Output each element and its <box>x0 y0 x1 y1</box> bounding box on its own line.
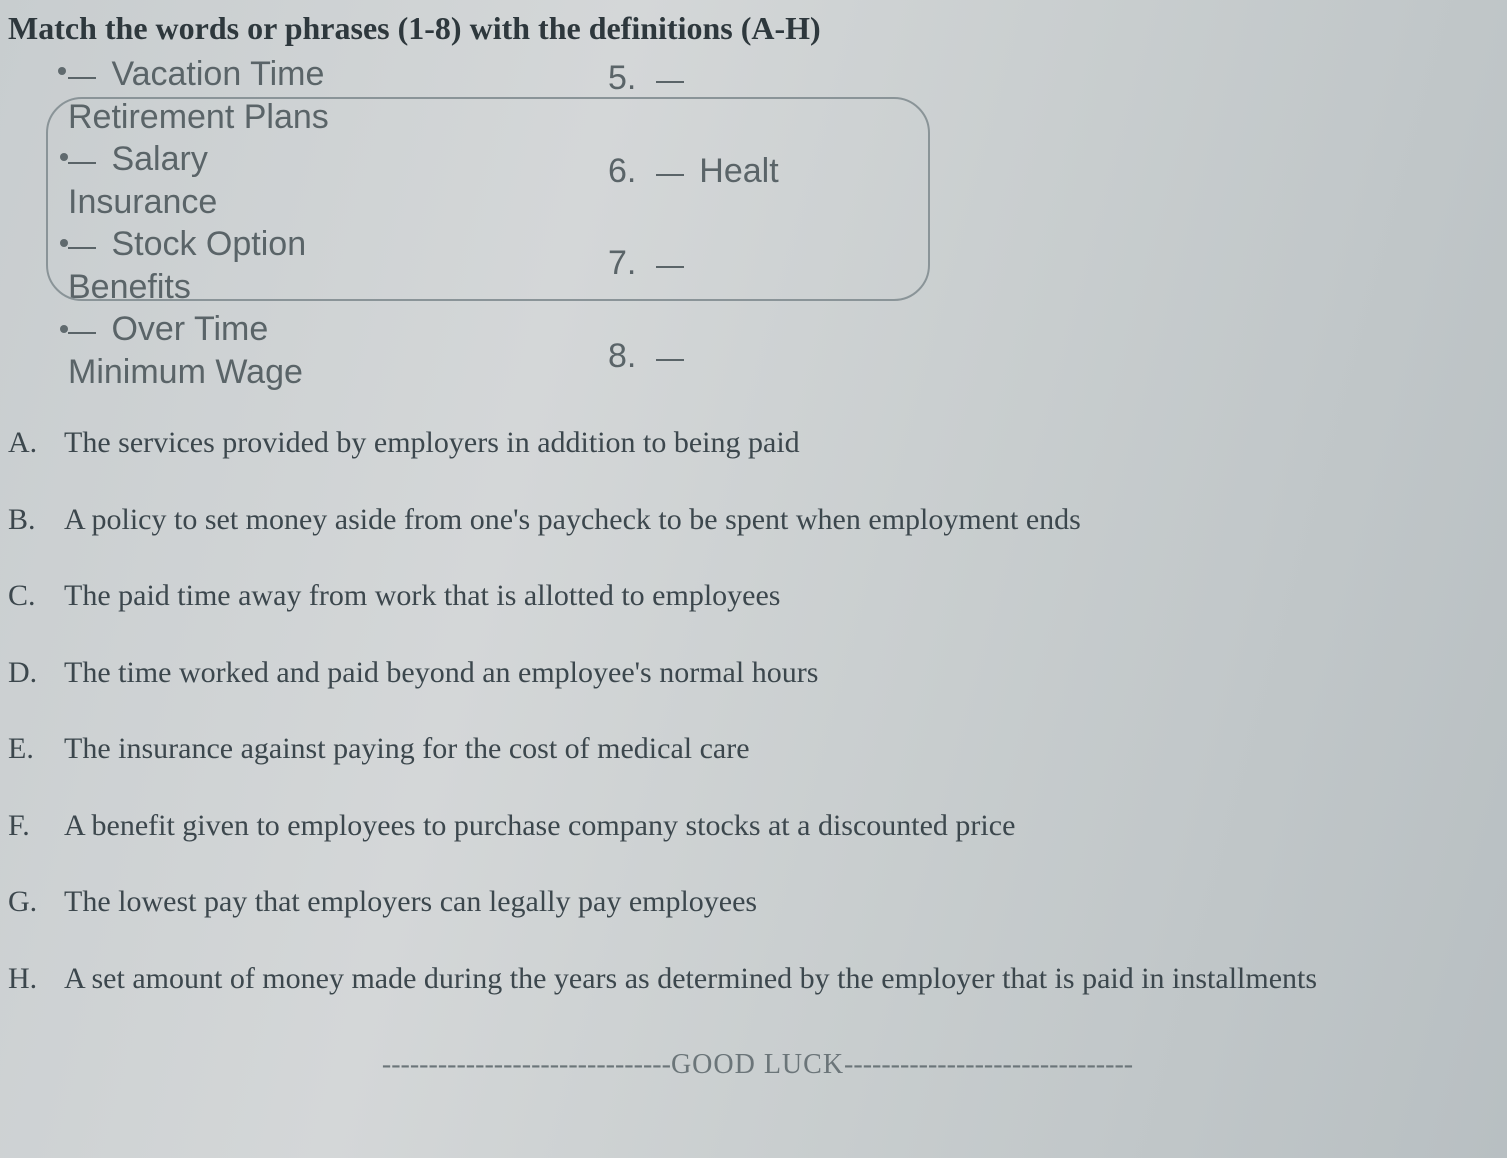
term-subline: Minimum Wage <box>68 351 568 394</box>
answer-blank[interactable] <box>68 77 96 79</box>
definitions-list: A. The services provided by employers in… <box>8 423 1507 999</box>
definition-text: The insurance against paying for the cos… <box>64 729 1507 770</box>
answer-blank[interactable] <box>656 266 684 268</box>
worksheet-page: Match the words or phrases (1-8) with th… <box>0 0 1507 1158</box>
term-label: Stock Option <box>111 225 306 263</box>
definition-text: A set amount of money made during the ye… <box>64 959 1507 1000</box>
definition-text: The services provided by employers in ad… <box>64 423 1507 464</box>
term-row: Stock Option <box>68 223 568 266</box>
term-label: Over Time <box>111 310 268 348</box>
definition-row: C. The paid time away from work that is … <box>8 576 1507 617</box>
answer-blank[interactable] <box>68 332 96 334</box>
definition-letter: F. <box>8 809 64 843</box>
definition-letter: C. <box>8 579 64 613</box>
definition-letter: H. <box>8 962 64 996</box>
definition-letter: A. <box>8 426 64 460</box>
numbered-blank-row: 8. <box>608 335 779 378</box>
numbered-blank-row: 7. <box>608 242 779 285</box>
answer-blank[interactable] <box>656 359 684 361</box>
definition-text: A policy to set money aside from one's p… <box>64 500 1507 541</box>
term-row: Salary <box>68 138 568 181</box>
definition-row: A. The services provided by employers in… <box>8 423 1507 464</box>
answer-blank[interactable] <box>656 174 684 176</box>
definition-letter: G. <box>8 885 64 919</box>
bullet-dot <box>60 325 68 333</box>
definition-letter: B. <box>8 503 64 537</box>
definition-row: B. A policy to set money aside from one'… <box>8 500 1507 541</box>
instruction-heading: Match the words or phrases (1-8) with th… <box>8 10 1507 47</box>
definition-row: H. A set amount of money made during the… <box>8 959 1507 1000</box>
definition-letter: E. <box>8 732 64 766</box>
definition-row: D. The time worked and paid beyond an em… <box>8 653 1507 694</box>
definition-text: The lowest pay that employers can legall… <box>64 882 1507 923</box>
terms-right-column: 5. 6. Healt 7. 8. <box>608 53 779 393</box>
bullet-dot <box>58 67 66 75</box>
definition-row: G. The lowest pay that employers can leg… <box>8 882 1507 923</box>
term-subline: Insurance <box>68 181 568 224</box>
term-subline: Retirement Plans <box>68 96 568 139</box>
answer-blank[interactable] <box>68 162 96 164</box>
item-number: 6. <box>608 152 636 190</box>
definition-text: The time worked and paid beyond an emplo… <box>64 653 1507 694</box>
definition-letter: D. <box>8 656 64 690</box>
bullet-dot <box>60 239 68 247</box>
matching-area: Vacation Time Retirement Plans Salary In… <box>68 53 1507 393</box>
footer-dash-right: ------------------------------- <box>844 1049 1133 1080</box>
answer-blank[interactable] <box>656 81 684 83</box>
term-label: Vacation Time <box>111 55 324 93</box>
term-row: Over Time <box>68 308 568 351</box>
footer-good-luck: -------------------------------GOOD LUCK… <box>8 1049 1507 1081</box>
numbered-blank-row: 5. <box>608 57 779 100</box>
terms-left-column: Vacation Time Retirement Plans Salary In… <box>68 53 568 393</box>
term-row: Vacation Time <box>68 53 568 96</box>
item-number: 7. <box>608 244 636 282</box>
definition-text: The paid time away from work that is all… <box>64 576 1507 617</box>
definition-row: F. A benefit given to employees to purch… <box>8 806 1507 847</box>
item-number: 8. <box>608 337 636 375</box>
footer-label: GOOD LUCK <box>671 1049 844 1080</box>
answer-blank[interactable] <box>68 247 96 249</box>
bullet-dot <box>60 153 68 161</box>
footer-dash-left: ------------------------------- <box>382 1049 671 1080</box>
numbered-blank-row: 6. Healt <box>608 150 779 193</box>
term-subline: Benefits <box>68 266 568 309</box>
term-label: Salary <box>111 140 207 178</box>
definition-text: A benefit given to employees to purchase… <box>64 806 1507 847</box>
item-after-text: Healt <box>699 152 778 190</box>
definition-row: E. The insurance against paying for the … <box>8 729 1507 770</box>
item-number: 5. <box>608 59 636 97</box>
